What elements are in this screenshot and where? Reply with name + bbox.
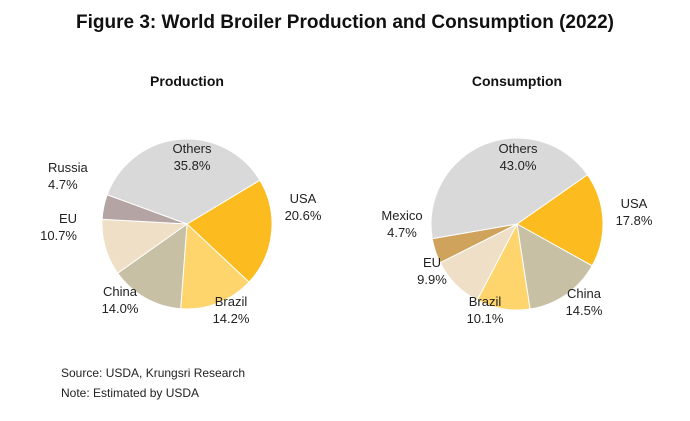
production-slice-brazil [180, 222, 250, 310]
consumption-label-eu-value: 9.9% [417, 272, 447, 287]
consumption-label-others-name: Others [498, 141, 538, 156]
production-label-russia-name: Russia [48, 160, 89, 175]
production-label-others: Others 35.8% [172, 141, 212, 173]
consumption-label-eu: EU 9.9% [417, 255, 447, 287]
production-label-russia: Russia 4.7% [48, 160, 89, 192]
source-note: Source: USDA, Krungsri Research [61, 366, 246, 380]
consumption-slice-china [516, 223, 593, 310]
consumption-slice-usa [516, 173, 604, 267]
production-label-usa-name: USA [290, 191, 317, 206]
consumption-label-eu-name: EU [423, 255, 441, 270]
figure-title: Figure 3: World Broiler Production and C… [75, 12, 614, 33]
production-slice-china [116, 222, 188, 310]
consumption-chart-title: Consumption [472, 73, 562, 89]
consumption-label-usa: USA 17.8% [616, 196, 653, 228]
production-slice-usa [186, 179, 273, 283]
estimate-note: Note: Estimated by USDA [61, 386, 200, 400]
production-label-brazil-value: 14.2% [213, 311, 250, 326]
consumption-label-others-value: 43.0% [500, 158, 537, 173]
consumption-label-mexico-value: 4.7% [387, 225, 417, 240]
production-label-china-name: China [103, 284, 138, 299]
production-label-brazil-name: Brazil [215, 294, 248, 309]
production-label-eu: EU 10.7% [40, 211, 77, 243]
consumption-label-china-name: China [567, 286, 602, 301]
production-label-usa: USA 20.6% [285, 191, 322, 223]
production-chart-title: Production [150, 73, 224, 89]
consumption-label-brazil: Brazil 10.1% [467, 294, 504, 326]
consumption-pie: USA 17.8% China 14.5% Brazil 10.1% EU 9.9% Mexic… [381, 137, 653, 326]
consumption-label-brazil-value: 10.1% [467, 311, 504, 326]
consumption-label-mexico-name: Mexico [381, 208, 422, 223]
consumption-label-usa-value: 17.8% [616, 213, 653, 228]
consumption-label-brazil-name: Brazil [469, 294, 502, 309]
consumption-label-mexico: Mexico 4.7% [381, 208, 422, 240]
production-label-eu-name: EU [59, 211, 77, 226]
consumption-label-others: Others 43.0% [498, 141, 538, 173]
production-label-usa-value: 20.6% [285, 208, 322, 223]
consumption-label-china: China 14.5% [566, 286, 603, 318]
production-label-russia-value: 4.7% [48, 177, 78, 192]
production-pie: USA 20.6% Brazil 14.2% China 14.0% EU 10.7% Russ… [40, 138, 322, 326]
consumption-slice-others [430, 137, 589, 240]
production-label-brazil: Brazil 14.2% [213, 294, 250, 326]
production-label-china: China 14.0% [102, 284, 139, 316]
consumption-label-china-value: 14.5% [566, 303, 603, 318]
production-label-eu-value: 10.7% [40, 228, 77, 243]
production-label-others-name: Others [172, 141, 212, 156]
production-slice-others [106, 138, 261, 225]
production-label-others-value: 35.8% [174, 158, 211, 173]
consumption-label-usa-name: USA [621, 196, 648, 211]
production-label-china-value: 14.0% [102, 301, 139, 316]
